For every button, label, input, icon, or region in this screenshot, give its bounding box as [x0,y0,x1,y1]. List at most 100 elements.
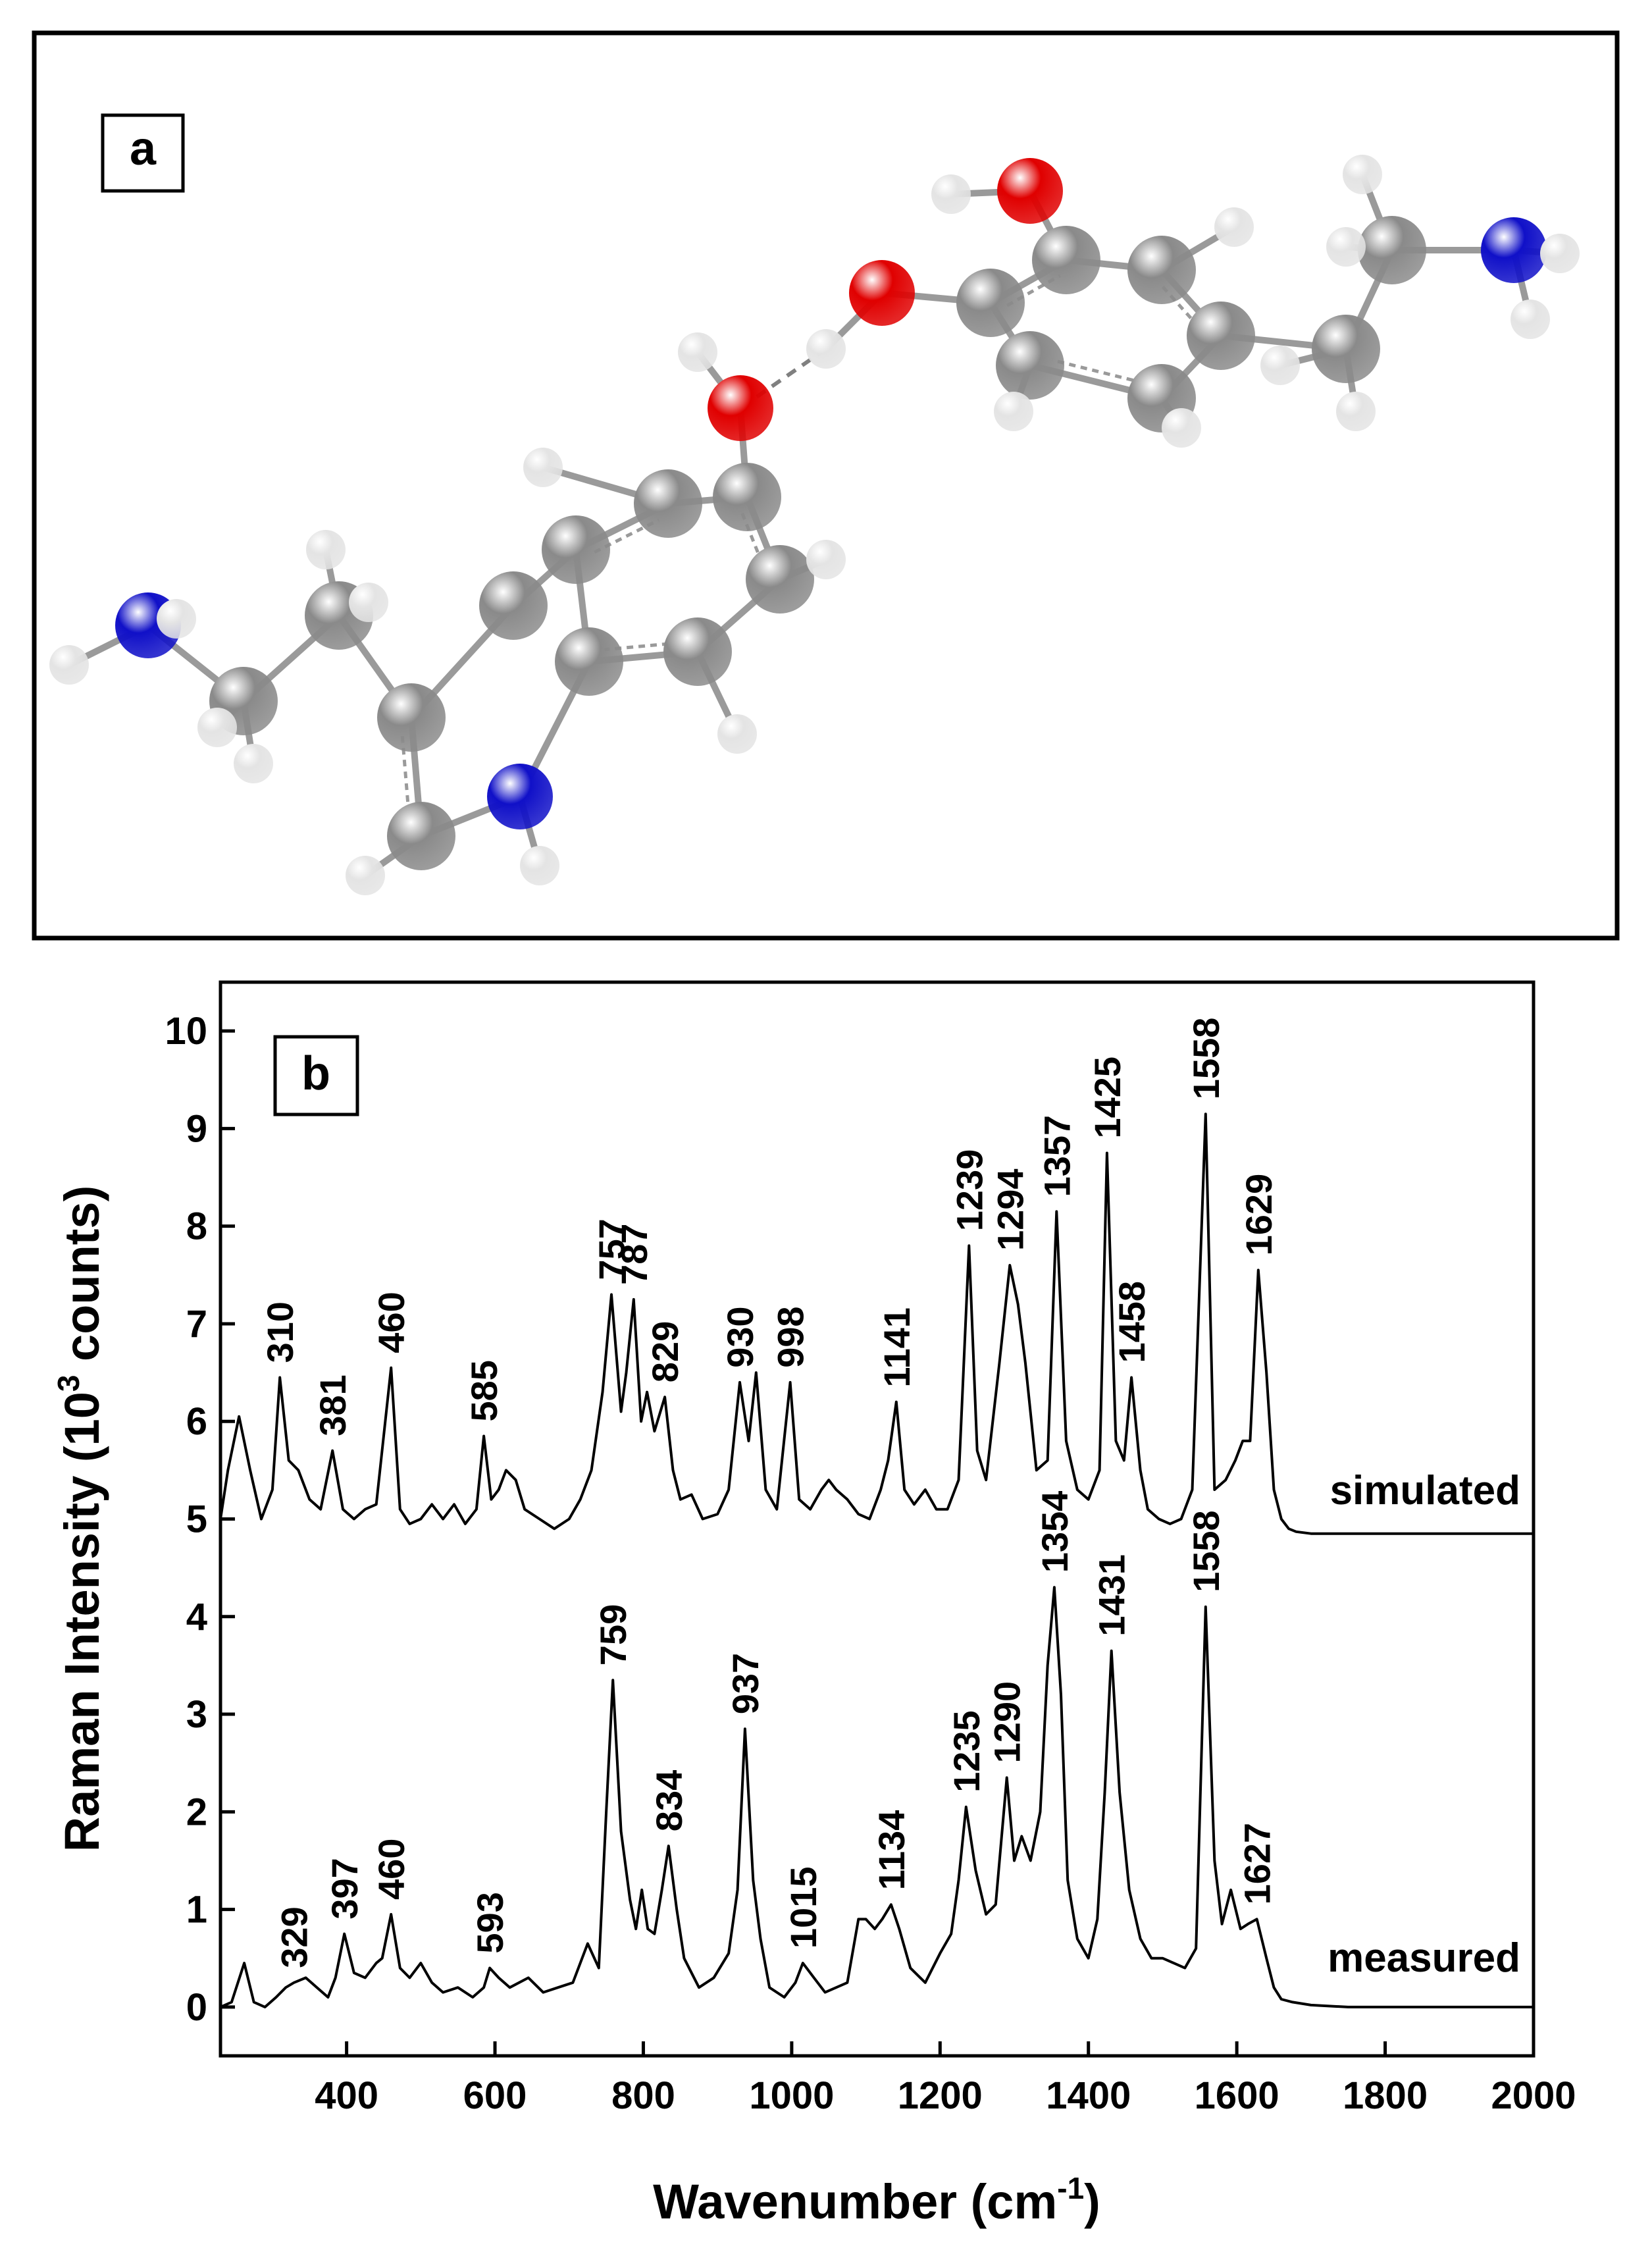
oxygen-atom [708,375,773,441]
carbon-atom [956,269,1025,337]
hydrogen-atom [678,332,717,372]
hydrogen-atom [1214,207,1254,247]
x-tick-label: 1200 [898,2074,983,2117]
y-tick-label: 7 [186,1303,207,1346]
y-tick-label: 3 [186,1693,207,1736]
hydrogen-atom [931,174,971,214]
nitrogen-atom [1481,217,1547,283]
series-name-simulated: simulated [1330,1468,1520,1513]
carbon-atom [1187,301,1255,370]
carbon-atom [1358,216,1426,284]
peak-label-simulated: 1458 [1111,1281,1152,1363]
hydrogen-atom [49,645,89,685]
hydrogen-atom [717,714,757,754]
peak-label-measured: 1290 [987,1681,1028,1764]
peak-label-simulated: 310 [259,1301,301,1363]
x-tick-label: 400 [315,2074,378,2117]
y-axis: 0 1 2 3 4 5 6 7 8 9 10 [165,1010,235,2029]
peak-label-measured: 759 [592,1604,634,1665]
y-tick-label: 0 [186,1986,207,2029]
series-line-simulated [219,1113,1534,1535]
hydrogen-atom [1540,234,1580,273]
carbon-atom [377,683,446,752]
peak-label-measured: 1235 [946,1710,987,1793]
hydrogen-atom [1260,346,1300,385]
peak-label-simulated: 829 [644,1321,686,1382]
peak-label-measured: 1558 [1185,1510,1227,1592]
peak-label-measured: 1431 [1091,1554,1133,1637]
hydrogen-atom [1336,392,1376,431]
hydrogen-atom [523,448,563,487]
peak-label-simulated: 1629 [1238,1174,1279,1256]
carbon-atom [634,469,702,538]
panel-b: b 0 1 2 3 4 5 6 7 8 9 10 400 600 800 1000 1200 1400 1600… [51,980,1576,2229]
carbon-atom [1312,315,1380,383]
plot-frame [219,980,1536,2058]
x-tick-label: 1000 [749,2074,834,2117]
x-axis-title-main: Wavenumber (cm [653,2174,1057,2229]
y-axis-title-main: Raman Intensity (10 [55,1392,109,1852]
y-tick-label: 5 [186,1498,207,1541]
carbon-atom [1127,236,1196,304]
hydrogen-atom [1343,155,1382,194]
peak-label-simulated: 1294 [989,1168,1031,1251]
x-tick-label: 800 [611,2074,675,2117]
carbon-atom [555,627,623,696]
peak-label-simulated: 1239 [948,1149,990,1232]
nitrogen-atom [487,764,553,829]
x-axis: 400 600 800 1000 1200 1400 1600 1800 2000 [315,2041,1576,2117]
oxygen-atom [997,158,1063,224]
hydrogen-atom [806,540,846,579]
peak-label-simulated: 585 [463,1360,505,1421]
carbon-atom [542,515,610,584]
peak-label-measured: 834 [648,1770,690,1831]
hydrogen-atom [994,392,1033,431]
x-axis-title-sup: -1 [1057,2171,1084,2205]
hydrogen-atom [520,846,559,885]
y-tick-label: 2 [186,1791,207,1833]
panel-a: a [32,30,1620,941]
peak-label-simulated: 460 [371,1292,412,1353]
peak-label-simulated: 1141 [876,1307,917,1388]
y-tick-label: 10 [165,1010,207,1053]
double-bond [1052,358,1145,385]
carbon-atom [1032,226,1100,294]
hydrogen-atom [1510,300,1550,339]
hydrogen-atom [1326,227,1366,267]
carbon-atom [713,463,781,531]
peak-label-measured: 1015 [783,1867,824,1949]
peak-label-measured: 937 [725,1653,766,1714]
panel-b-label: b [301,1047,330,1100]
y-tick-label: 4 [186,1596,207,1638]
peak-label-measured: 1627 [1237,1823,1278,1905]
peak-label-simulated: 998 [770,1306,812,1367]
x-axis-title-tail: ) [1084,2174,1100,2229]
hydrogen-atom [346,856,385,895]
peak-label-simulated: 757 [591,1218,632,1280]
hydrogen-atom [234,744,273,783]
series-line-measured [220,1586,1534,2008]
peak-label-measured: 329 [274,1906,315,1968]
x-axis-title: Wavenumber (cm-1) [653,2171,1100,2229]
peak-label-measured: 1134 [871,1810,912,1891]
hydrogen-atom [157,599,196,639]
peak-label-simulated: 1357 [1036,1115,1077,1197]
panel-a-label: a [130,122,157,175]
series-layer [219,1113,1534,2008]
hydrogen-atom [197,708,237,747]
panel-a-label-box [101,113,185,193]
carbon-atom [663,617,732,686]
hydrogen-atom [306,530,346,569]
hydrogen-atom [349,583,388,622]
y-tick-label: 1 [186,1889,207,1931]
x-tick-label: 600 [463,2074,527,2117]
x-tick-label: 1800 [1343,2074,1428,2117]
panel-b-label-box [273,1035,359,1116]
peak-label-measured: 397 [324,1858,365,1919]
x-tick-label: 1600 [1195,2074,1279,2117]
y-axis-title-sup: 3 [51,1375,86,1392]
carbon-atom [996,331,1064,400]
x-tick-label: 2000 [1491,2074,1576,2117]
